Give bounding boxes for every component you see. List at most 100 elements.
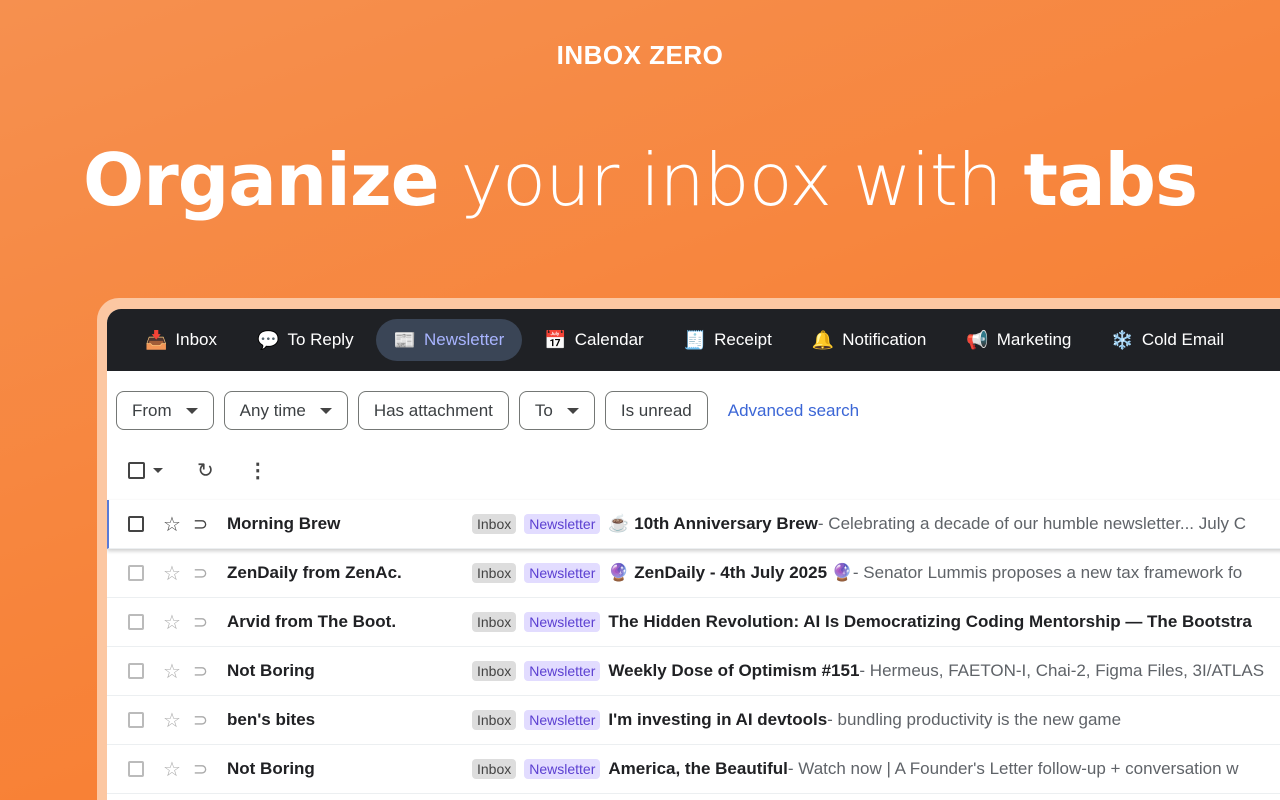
headline-bold-1: Organize	[83, 138, 440, 222]
important-marker-icon[interactable]: ⊃	[193, 660, 209, 681]
tab-receipt[interactable]: 🧾 Receipt	[666, 319, 790, 361]
from-filter[interactable]: From	[116, 391, 214, 430]
important-marker-icon[interactable]: ⊃	[193, 709, 209, 730]
more-options-icon[interactable]: ⋮	[247, 459, 268, 482]
star-icon[interactable]: ☆	[163, 660, 181, 683]
star-icon[interactable]: ☆	[163, 562, 181, 585]
any-time-filter[interactable]: Any time	[223, 391, 348, 430]
has-attachment-label: Has attachment	[373, 400, 493, 420]
email-row[interactable]: ☆ ⊃ Arvid from The Boot. Inbox Newslette…	[107, 598, 1280, 647]
caret-down-icon	[185, 407, 198, 414]
newsletter-label: Newsletter	[524, 759, 601, 779]
tab-icon: 📅	[544, 329, 567, 350]
email-subject: Weekly Dose of Optimism #151	[608, 661, 860, 680]
email-row[interactable]: ☆ ⊃ ben's bites Inbox Newsletter I'm inv…	[107, 696, 1280, 745]
newsletter-label: Newsletter	[524, 612, 601, 632]
email-subject: ☕ 10th Anniversary Brew	[608, 514, 818, 533]
to-label: To	[534, 400, 553, 420]
email-subject: America, the Beautiful	[608, 759, 788, 778]
inbox-label: Inbox	[472, 612, 517, 632]
tab-inbox[interactable]: 📥 Inbox	[127, 319, 235, 361]
row-checkbox[interactable]	[128, 712, 144, 728]
email-sender: ben's bites	[227, 710, 316, 729]
newsletter-label: Newsletter	[524, 563, 601, 583]
row-checkbox[interactable]	[128, 663, 144, 679]
tab-label: Receipt	[714, 330, 772, 349]
row-checkbox[interactable]	[128, 516, 144, 532]
email-snippet: - Watch now | A Founder's Letter follow-…	[787, 759, 1239, 778]
tab-icon: 📰	[393, 329, 416, 350]
from-label: From	[132, 400, 172, 420]
tab-icon: ❄️	[1111, 329, 1134, 350]
email-sender: Arvid from The Boot.	[227, 612, 397, 631]
email-subject: I'm investing in AI devtools	[608, 710, 828, 729]
inbox-label: Inbox	[472, 710, 517, 730]
tab-icon: 🔔	[811, 329, 835, 350]
email-snippet: - Hermeus, FAETON-I, Chai-2, Figma Files…	[859, 661, 1265, 680]
newsletter-label: Newsletter	[524, 661, 601, 681]
email-snippet: - Celebrating a decade of our humble new…	[817, 514, 1246, 533]
important-marker-icon[interactable]: ⊃	[193, 562, 209, 583]
select-all-checkbox[interactable]	[128, 461, 145, 479]
email-list: ☆ ⊃ Morning Brew Inbox Newsletter ☕ 10th…	[107, 500, 1280, 794]
email-subject: The Hidden Revolution: AI Is Democratizi…	[608, 612, 1252, 631]
list-toolbar: ↻ ⋮	[107, 450, 1280, 490]
tab-label: Newsletter	[424, 330, 505, 349]
email-row[interactable]: ☆ ⊃ Not Boring Inbox Newsletter America,…	[107, 745, 1280, 794]
tab-label: Calendar	[574, 330, 644, 349]
inbox-label: Inbox	[472, 759, 517, 779]
inbox-label: Inbox	[472, 661, 517, 681]
tab-to-reply[interactable]: 💬 To Reply	[239, 319, 372, 361]
mail-app: 📥 Inbox 💬 To Reply 📰 Newsletter 📅 Calendar 🧾 Rece…	[107, 309, 1280, 800]
is-unread-filter[interactable]: Is unread	[604, 391, 708, 430]
tab-label: Cold Email	[1141, 330, 1225, 349]
tab-icon: 📥	[145, 329, 168, 350]
app-frame: 📥 Inbox 💬 To Reply 📰 Newsletter 📅 Calendar 🧾 Rece…	[97, 298, 1280, 800]
inbox-label: Inbox	[472, 563, 517, 583]
tab-label: Marketing	[996, 330, 1072, 349]
star-icon[interactable]: ☆	[163, 709, 181, 732]
important-marker-icon[interactable]: ⊃	[193, 513, 209, 534]
inbox-label: Inbox	[472, 514, 517, 534]
tab-bar: 📥 Inbox 💬 To Reply 📰 Newsletter 📅 Calendar 🧾 Rece…	[107, 309, 1280, 371]
to-filter[interactable]: To	[518, 391, 595, 430]
tab-marketing[interactable]: 📢 Marketing	[948, 319, 1089, 361]
caret-down-icon	[566, 407, 579, 414]
tab-label: Inbox	[175, 330, 218, 349]
important-marker-icon[interactable]: ⊃	[193, 758, 209, 779]
newsletter-label: Newsletter	[524, 514, 601, 534]
tab-icon: 💬	[257, 329, 280, 350]
refresh-icon[interactable]: ↻	[197, 459, 214, 482]
tab-label: Notification	[842, 330, 927, 349]
brand-logo: INBOX ZERO	[556, 40, 724, 70]
email-row[interactable]: ☆ ⊃ ZenDaily from ZenAc. Inbox Newslette…	[107, 549, 1280, 598]
star-icon[interactable]: ☆	[163, 513, 181, 536]
email-sender: Not Boring	[227, 661, 315, 680]
row-checkbox[interactable]	[128, 565, 144, 581]
tab-calendar[interactable]: 📅 Calendar	[526, 319, 661, 361]
email-subject: 🔮 ZenDaily - 4th July 2025 🔮	[608, 563, 853, 582]
tab-cold-email[interactable]: ❄️ Cold Email	[1093, 319, 1242, 361]
important-marker-icon[interactable]: ⊃	[193, 611, 209, 632]
headline: Organize your inbox with tabs	[0, 138, 1280, 222]
has-attachment-filter[interactable]: Has attachment	[357, 391, 509, 430]
tab-notification[interactable]: 🔔 Notification	[794, 319, 945, 361]
filter-bar: From Any time Has attachment To Is unrea…	[107, 371, 1280, 430]
select-dropdown-icon[interactable]	[153, 467, 163, 473]
email-sender: Morning Brew	[227, 514, 341, 533]
caret-down-icon	[319, 407, 332, 414]
is-unread-label: Is unread	[620, 400, 692, 420]
email-row[interactable]: ☆ ⊃ Not Boring Inbox Newsletter Weekly D…	[107, 647, 1280, 696]
email-snippet: - Senator Lummis proposes a new tax fram…	[852, 563, 1243, 582]
email-row[interactable]: ☆ ⊃ Morning Brew Inbox Newsletter ☕ 10th…	[107, 500, 1280, 549]
tab-icon: 🧾	[683, 329, 707, 350]
email-sender: Not Boring	[227, 759, 315, 778]
star-icon[interactable]: ☆	[163, 611, 181, 634]
star-icon[interactable]: ☆	[163, 758, 181, 781]
newsletter-label: Newsletter	[524, 710, 601, 730]
row-checkbox[interactable]	[128, 614, 144, 630]
headline-bold-2: tabs	[1023, 138, 1198, 222]
advanced-search-link[interactable]: Advanced search	[727, 400, 860, 420]
tab-newsletter[interactable]: 📰 Newsletter	[375, 319, 523, 361]
row-checkbox[interactable]	[128, 761, 144, 777]
